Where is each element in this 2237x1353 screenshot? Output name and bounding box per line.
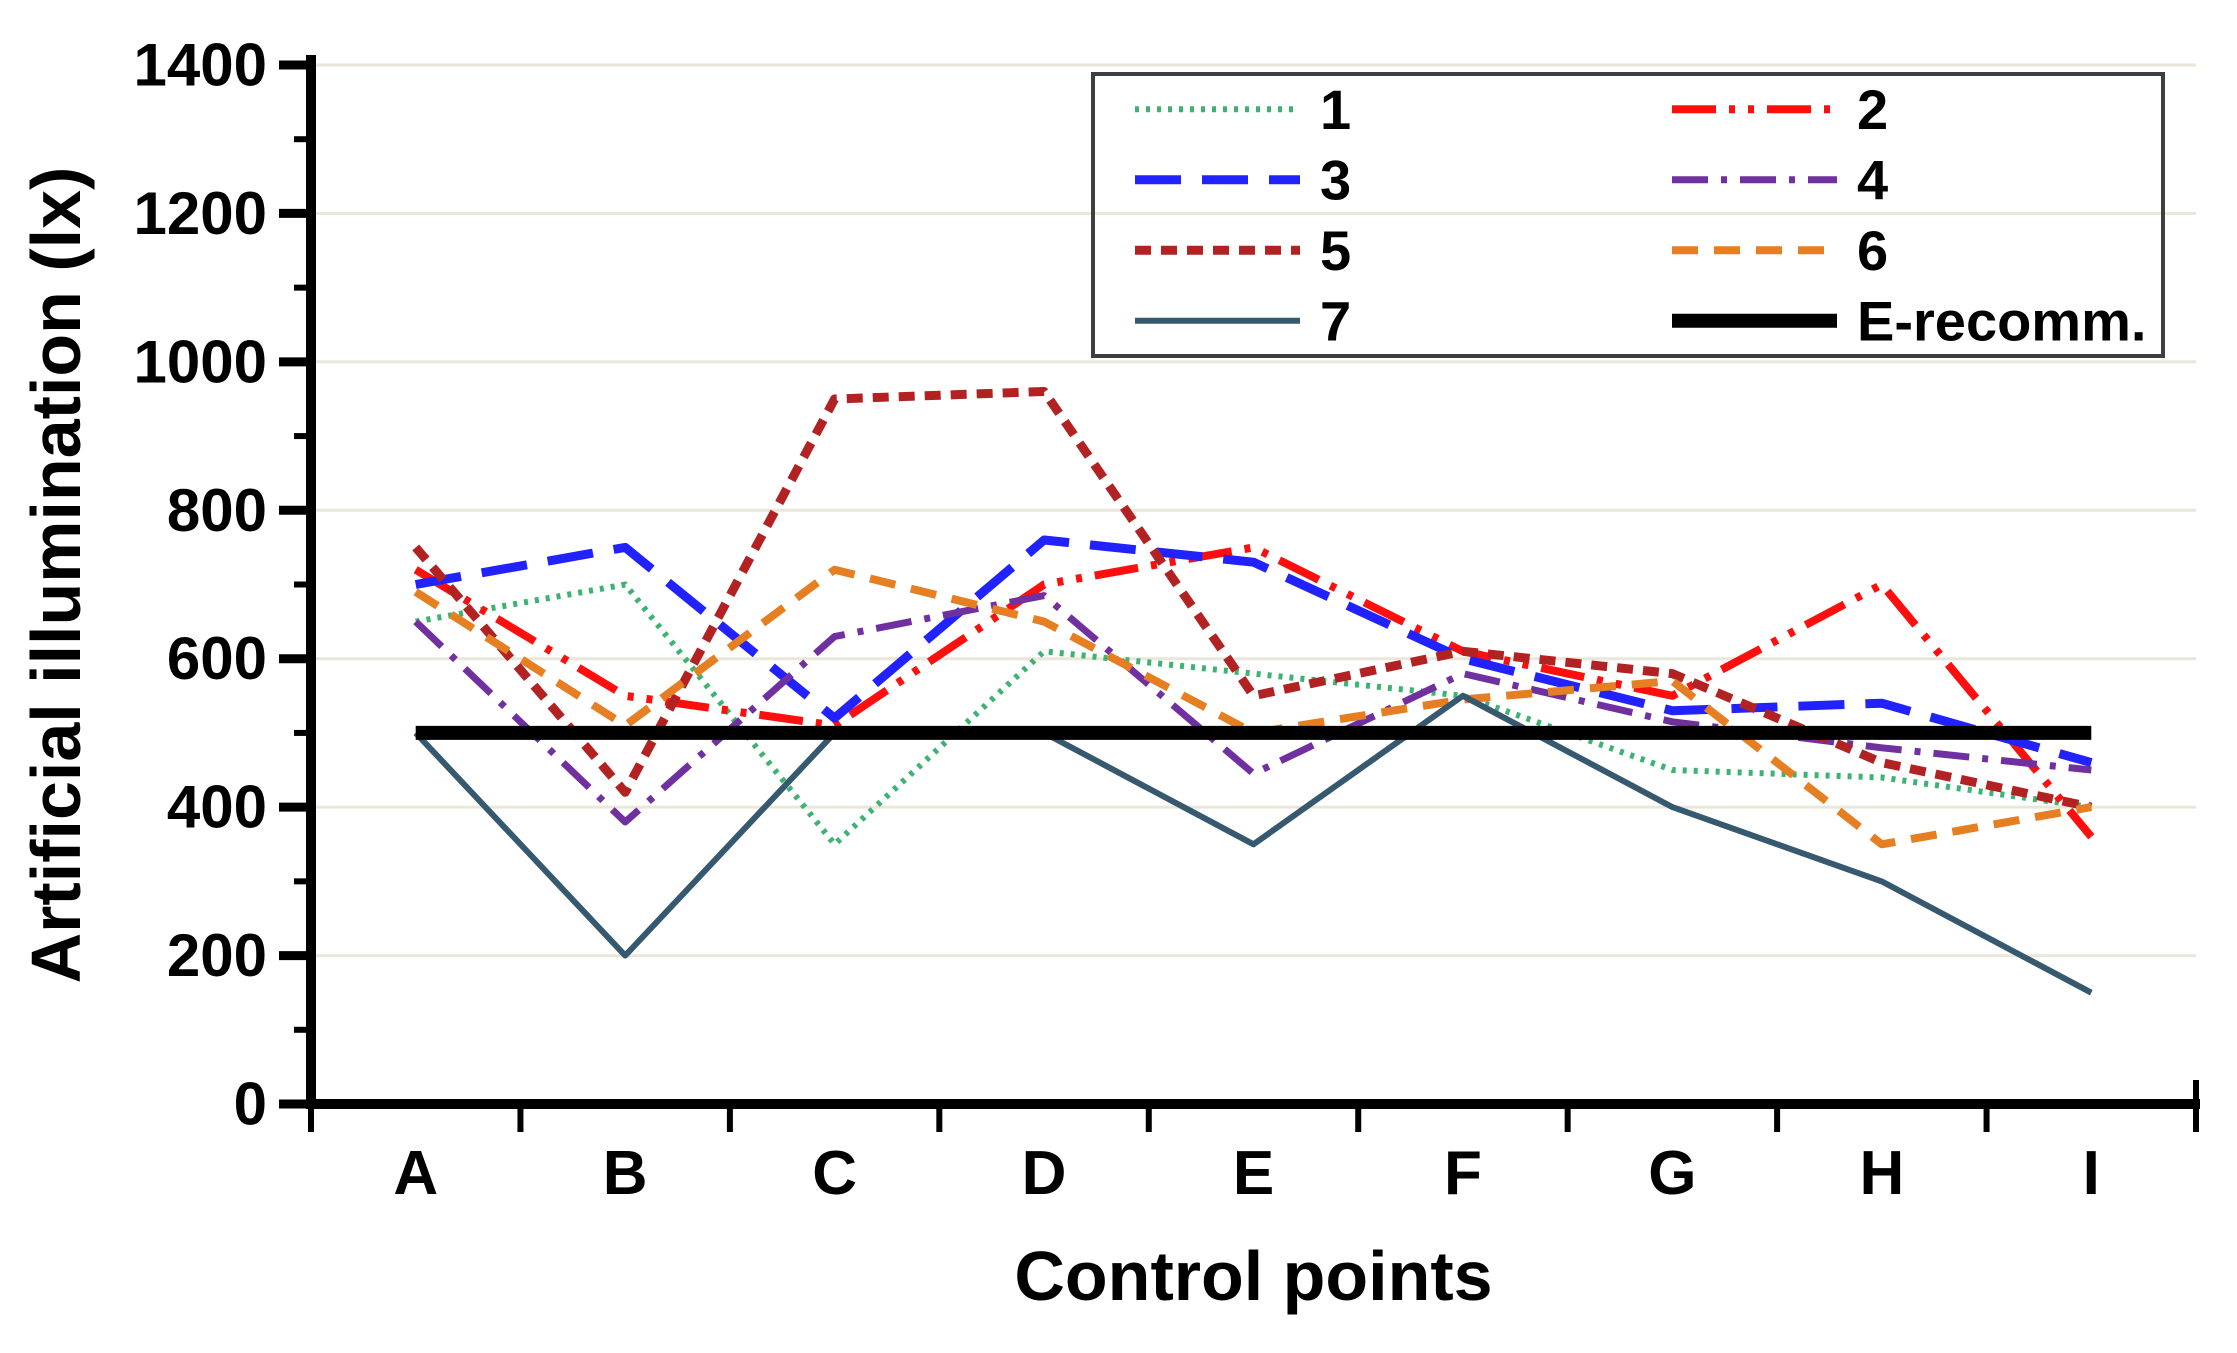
series-line-6 xyxy=(413,565,2092,849)
series-line-1 xyxy=(415,581,2092,848)
x-tick-label: C xyxy=(812,1139,857,1208)
series-line-5 xyxy=(412,387,2093,812)
x-tick-label: D xyxy=(1022,1139,1067,1208)
legend-label-5: 5 xyxy=(1320,219,1351,282)
x-tick-label: B xyxy=(603,1139,648,1208)
y-tick-label: 800 xyxy=(167,477,267,544)
series-line-3 xyxy=(414,535,2093,767)
y-tick-label: 400 xyxy=(167,774,267,841)
y-tick-label: 200 xyxy=(167,922,267,989)
x-tick-label: H xyxy=(1859,1139,1904,1208)
x-tick-label: G xyxy=(1648,1139,1696,1208)
legend-label-4: 4 xyxy=(1857,148,1888,211)
legend-label-6: 6 xyxy=(1857,219,1888,282)
legend-label-3: 3 xyxy=(1320,148,1351,211)
series-line-2 xyxy=(413,543,2095,840)
x-tick-label: F xyxy=(1444,1139,1482,1208)
y-tick-label: 1400 xyxy=(134,32,267,99)
x-tick-label: I xyxy=(2083,1139,2100,1208)
x-axis-title: Control points xyxy=(1014,1237,1493,1315)
x-tick-label: A xyxy=(393,1139,438,1208)
y-tick-label: 600 xyxy=(167,625,267,692)
legend-box xyxy=(1091,72,2165,358)
legend-label-1: 1 xyxy=(1320,78,1351,141)
legend-label-e-recomm-: E-recomm. xyxy=(1857,289,2146,352)
legend-label-7: 7 xyxy=(1320,289,1351,352)
x-tick-label: E xyxy=(1233,1139,1274,1208)
y-tick-label: 1200 xyxy=(134,180,267,247)
y-axis-title: Artificial illumination (lx) xyxy=(17,166,95,984)
series-line-7 xyxy=(413,692,2093,996)
y-tick-label: 0 xyxy=(234,1071,267,1138)
y-tick-label: 1000 xyxy=(134,328,267,395)
legend-label-2: 2 xyxy=(1857,78,1888,141)
